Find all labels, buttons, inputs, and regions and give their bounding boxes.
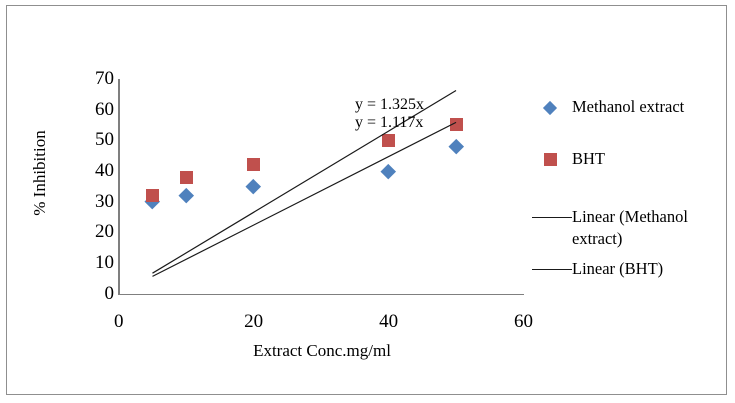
y-tick-label: 70 — [95, 68, 114, 89]
line-marker-icon — [532, 268, 572, 270]
y-axis-title: % Inhibition — [30, 130, 49, 216]
legend-entry-methanol: Methanol extract — [530, 96, 730, 118]
legend-label: Linear (Methanol extract) — [572, 207, 688, 248]
square-marker-icon — [543, 153, 557, 166]
y-axis-line — [118, 79, 120, 294]
equation-methanol: y = 1.117x — [355, 114, 424, 131]
y-tick-label: 50 — [95, 129, 114, 151]
x-tick-label: 0 — [114, 311, 124, 332]
legend-label: Linear (BHT) — [572, 259, 664, 278]
x-tick-label: 20 — [244, 311, 264, 332]
y-tick-label: 0 — [104, 282, 115, 304]
data-point-square — [145, 188, 159, 202]
x-axis-title: Extract Conc.mg/ml — [253, 341, 391, 360]
diamond-marker-icon — [542, 100, 558, 116]
x-tick-label: 60 — [514, 311, 533, 332]
trendline — [152, 121, 457, 277]
legend-entry-linear-methanol: Linear (Methanol extract) — [530, 206, 730, 250]
figure-border — [6, 5, 727, 395]
x-axis-line — [118, 293, 524, 295]
data-point-square — [449, 118, 463, 132]
y-tick-label: 20 — [95, 221, 114, 243]
legend-entry-bht: BHT — [530, 148, 730, 170]
line-marker-icon — [532, 216, 572, 218]
data-point-square — [247, 158, 261, 172]
legend-entry-linear-bht: Linear (BHT) — [530, 258, 730, 280]
data-point-diamond — [178, 188, 194, 203]
y-tick-label: 60 — [95, 98, 114, 120]
x-tick-label: 40 — [379, 311, 399, 332]
data-point-diamond — [381, 163, 397, 179]
data-point-square — [382, 133, 396, 147]
y-tick-label: 10 — [95, 251, 114, 273]
legend-label: BHT — [572, 149, 605, 168]
y-tick-label: 40 — [95, 159, 114, 181]
data-point-square — [179, 170, 193, 184]
data-point-diamond — [448, 138, 464, 154]
data-point-diamond — [246, 178, 262, 194]
trendline-equations: y = 1.325x y = 1.117x — [355, 96, 424, 132]
legend-label: Methanol extract — [572, 97, 685, 116]
equation-bht: y = 1.325x — [355, 96, 425, 113]
y-tick-label: 30 — [95, 190, 114, 212]
